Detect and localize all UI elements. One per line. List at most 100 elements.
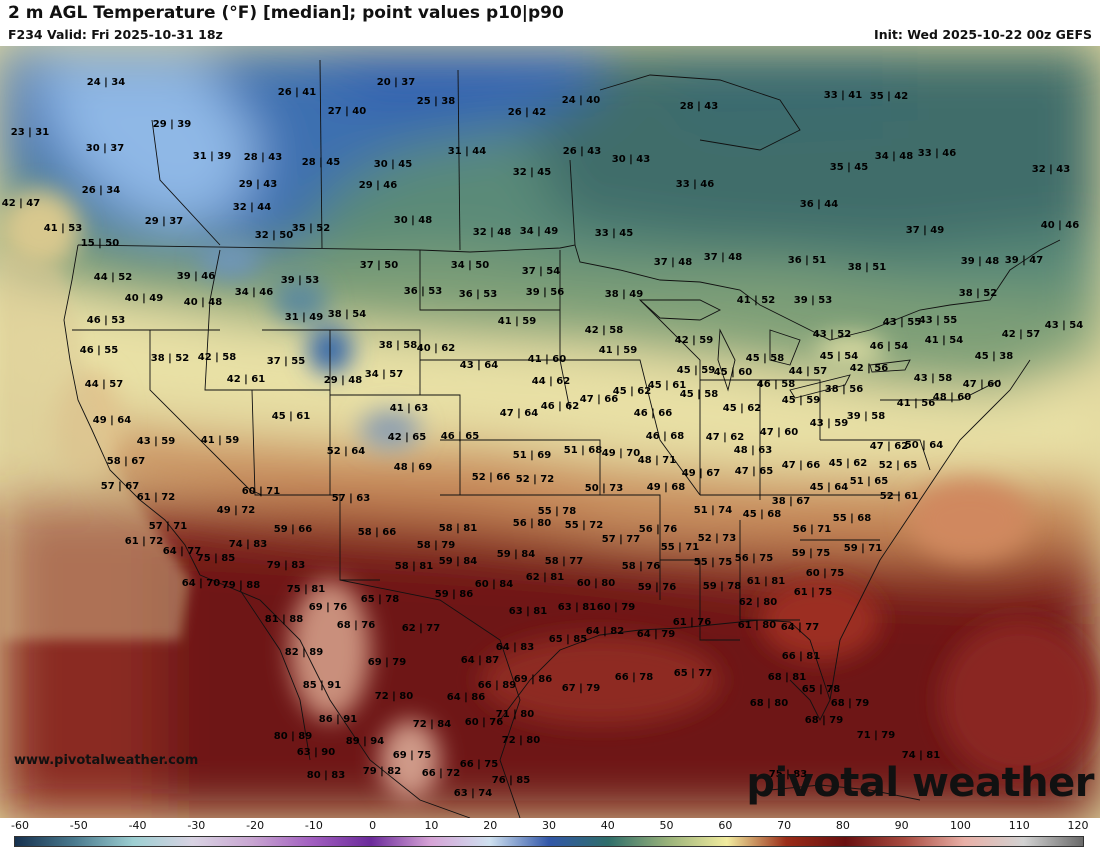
point-value: 38 | 67 bbox=[772, 496, 810, 507]
colorbar-tick-label: 100 bbox=[949, 819, 971, 832]
point-value: 36 | 51 bbox=[788, 255, 826, 266]
point-value: 42 | 56 bbox=[850, 363, 888, 374]
point-value: 58 | 79 bbox=[417, 540, 455, 551]
point-value: 58 | 77 bbox=[545, 556, 583, 567]
dakotas-border bbox=[419, 250, 560, 311]
point-value: 61 | 81 bbox=[747, 576, 785, 587]
point-value: 52 | 73 bbox=[698, 533, 736, 544]
point-value: 66 | 75 bbox=[460, 759, 498, 770]
point-value: 43 | 58 bbox=[914, 373, 952, 384]
point-value: 61 | 75 bbox=[794, 587, 832, 598]
point-value: 30 | 48 bbox=[394, 215, 432, 226]
point-value: 29 | 37 bbox=[145, 216, 183, 227]
point-value: 57 | 77 bbox=[602, 534, 640, 545]
point-value: 40 | 48 bbox=[184, 297, 222, 308]
point-value: 45 | 54 bbox=[820, 351, 858, 362]
point-value: 43 | 59 bbox=[810, 418, 848, 429]
point-value: 58 | 67 bbox=[107, 456, 145, 467]
point-value: 38 | 54 bbox=[328, 309, 366, 320]
point-value: 59 | 71 bbox=[844, 543, 882, 554]
point-value: 43 | 59 bbox=[137, 436, 175, 447]
point-value: 75 | 85 bbox=[197, 553, 235, 564]
us-mexico-border bbox=[339, 579, 521, 818]
ok-border bbox=[440, 494, 661, 600]
point-value: 64 | 86 bbox=[447, 692, 485, 703]
map-canvas: 24 | 34 23 | 31 30 | 37 29 | 39 26 | 41 27 | … bbox=[0, 46, 1100, 818]
point-value: 42 | 47 bbox=[2, 198, 40, 209]
point-value: 41 | 59 bbox=[498, 316, 536, 327]
point-value: 60 | 75 bbox=[806, 568, 844, 579]
colorbar-tick-label: 40 bbox=[600, 819, 615, 832]
point-value: 60 | 80 bbox=[577, 578, 615, 589]
point-value: 46 | 68 bbox=[646, 431, 684, 442]
point-value: 72 | 80 bbox=[502, 735, 540, 746]
point-value: 39 | 48 bbox=[961, 256, 999, 267]
colorbar-tick-label: 30 bbox=[542, 819, 556, 832]
point-value: 64 | 87 bbox=[461, 655, 499, 666]
point-value: 45 | 61 bbox=[648, 380, 686, 391]
mexico-west-coast bbox=[199, 574, 471, 818]
point-value: 23 | 31 bbox=[11, 127, 49, 138]
point-value: 47 | 64 bbox=[500, 408, 538, 419]
point-value: 38 | 51 bbox=[848, 262, 886, 273]
point-value: 63 | 90 bbox=[297, 747, 335, 758]
point-value: 79 | 82 bbox=[363, 766, 401, 777]
temperature-map[interactable]: 24 | 34 23 | 31 30 | 37 29 | 39 26 | 41 27 | … bbox=[0, 46, 1100, 818]
ms-border bbox=[660, 559, 740, 641]
point-value: 49 | 64 bbox=[93, 415, 131, 426]
point-value: 41 | 60 bbox=[528, 354, 566, 365]
point-value: 59 | 78 bbox=[703, 581, 741, 592]
hudson-bay-shore bbox=[599, 74, 801, 151]
point-value: 38 | 52 bbox=[959, 288, 997, 299]
point-value: 29 | 46 bbox=[359, 180, 397, 191]
point-value: 36 | 44 bbox=[800, 199, 838, 210]
point-value: 32 | 45 bbox=[513, 167, 551, 178]
point-value: 64 | 82 bbox=[586, 626, 624, 637]
point-value: 46 | 65 bbox=[441, 431, 479, 442]
colorbar-tick-label: -40 bbox=[128, 819, 147, 832]
cuba bbox=[769, 784, 921, 801]
point-value: 32 | 43 bbox=[1032, 164, 1070, 175]
website-label[interactable]: www.pivotalweather.com bbox=[14, 753, 199, 768]
point-value: 40 | 62 bbox=[417, 343, 455, 354]
nv-az-border bbox=[251, 389, 340, 496]
point-value: 29 | 43 bbox=[239, 179, 277, 190]
point-value: 52 | 65 bbox=[879, 460, 917, 471]
point-value: 44 | 52 bbox=[94, 272, 132, 283]
point-value: 35 | 45 bbox=[830, 162, 868, 173]
point-value: 37 | 54 bbox=[522, 266, 560, 277]
point-value: 56 | 76 bbox=[639, 524, 677, 535]
point-value: 34 | 48 bbox=[875, 151, 913, 162]
point-value: 79 | 83 bbox=[267, 560, 305, 571]
point-value: 41 | 52 bbox=[737, 295, 775, 306]
colorbar-tick-label: -50 bbox=[69, 819, 88, 832]
point-value: 69 | 86 bbox=[514, 674, 552, 685]
point-value: 38 | 49 bbox=[605, 289, 643, 300]
point-value: 63 | 81 bbox=[509, 606, 547, 617]
point-value: 46 | 62 bbox=[541, 401, 579, 412]
point-value: 61 | 72 bbox=[125, 536, 163, 547]
point-value: 48 | 63 bbox=[734, 445, 772, 456]
point-value: 52 | 66 bbox=[472, 472, 510, 483]
point-value: 26 | 43 bbox=[563, 146, 601, 157]
point-value: 38 | 56 bbox=[825, 384, 863, 395]
al-ga-border bbox=[739, 520, 800, 621]
colorbar: -60 -50 -40 -30 -20 -10 0 10 20 30 40 50 60 70 80 90 100… bbox=[0, 818, 1100, 850]
point-value: 49 | 72 bbox=[217, 505, 255, 516]
point-value: 59 | 84 bbox=[439, 556, 477, 567]
point-value: 89 | 94 bbox=[346, 736, 384, 747]
point-value: 52 | 72 bbox=[516, 474, 554, 485]
point-value: 46 | 55 bbox=[80, 345, 118, 356]
point-value: 31 | 44 bbox=[448, 146, 486, 157]
point-value: 50 | 64 bbox=[905, 440, 943, 451]
west-coast bbox=[63, 244, 201, 576]
point-value: 46 | 54 bbox=[870, 341, 908, 352]
point-value: 86 | 91 bbox=[319, 714, 357, 725]
ca-nv-border bbox=[149, 330, 263, 496]
point-value: 47 | 65 bbox=[735, 466, 773, 477]
point-value: 51 | 69 bbox=[513, 450, 551, 461]
point-value: 49 | 67 bbox=[682, 468, 720, 479]
point-value: 45 | 59 bbox=[782, 395, 820, 406]
point-value: 58 | 81 bbox=[439, 523, 477, 534]
point-value: 59 | 66 bbox=[274, 524, 312, 535]
